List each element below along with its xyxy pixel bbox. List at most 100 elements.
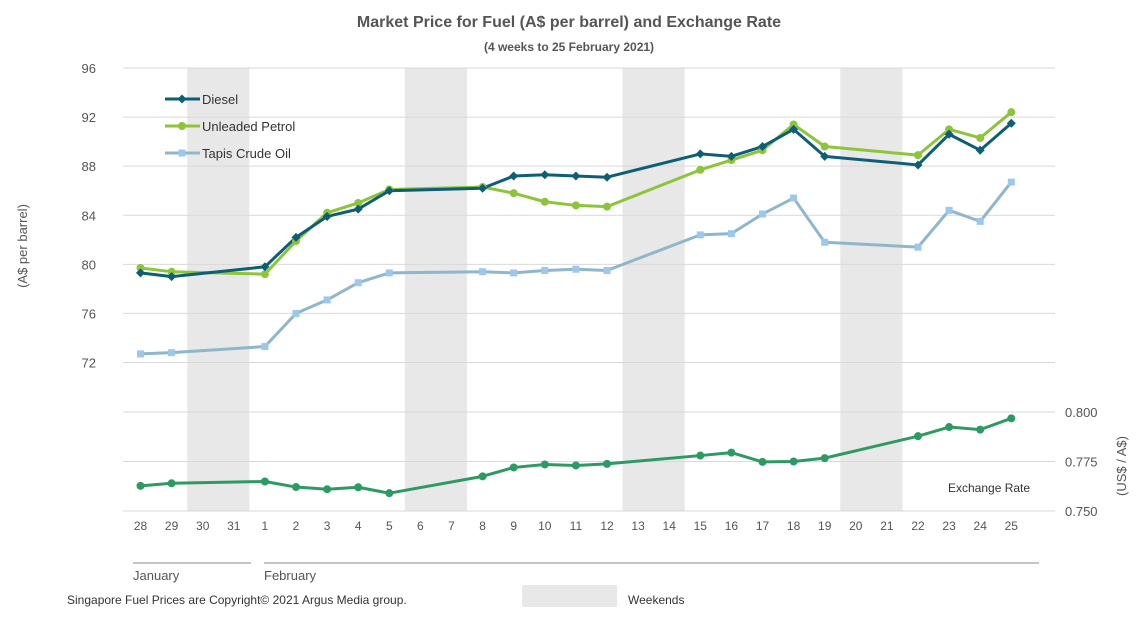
data-point-unleaded-petrol: [354, 198, 363, 207]
data-point-diesel: [602, 172, 612, 182]
x-tick-label: 22: [911, 519, 925, 533]
x-tick-label: 7: [448, 519, 455, 533]
y2-tick-label: 0.750: [1065, 504, 1098, 519]
data-point-exchange-rate: [167, 479, 176, 488]
data-point-unleaded-petrol: [509, 189, 518, 198]
data-point-tapis-crude-oil: [292, 309, 300, 317]
data-point-diesel: [789, 124, 799, 134]
y-tick-label: 84: [82, 208, 96, 223]
weekend-band: [187, 68, 250, 511]
data-point-diesel: [913, 160, 923, 170]
x-tick-label: 20: [849, 519, 863, 533]
x-tick-label: 23: [942, 519, 956, 533]
data-point-tapis-crude-oil: [727, 230, 735, 238]
y-tick-label: 72: [82, 356, 96, 371]
data-point-diesel: [353, 204, 363, 214]
exchange-rate-label: Exchange Rate: [948, 481, 1030, 495]
gridlines: [123, 67, 1055, 512]
data-point-unleaded-petrol: [136, 264, 145, 273]
x-tick-label: 29: [165, 519, 179, 533]
month-label-february: February: [264, 568, 317, 583]
legend-label-petrol: Unleaded Petrol: [202, 119, 295, 134]
data-point-diesel: [540, 170, 550, 180]
data-point-exchange-rate: [820, 454, 829, 463]
data-point-tapis-crude-oil: [541, 266, 549, 274]
data-point-exchange-rate: [136, 481, 145, 490]
data-point-unleaded-petrol: [789, 120, 798, 129]
data-point-tapis-crude-oil: [572, 265, 580, 273]
weekend-band: [840, 68, 903, 511]
x-tick-label: 17: [756, 519, 770, 533]
x-tick-label: 18: [787, 519, 801, 533]
data-point-exchange-rate: [540, 460, 549, 469]
legend-marker-tapis: [178, 149, 186, 157]
x-tick-label: 10: [538, 519, 552, 533]
data-point-exchange-rate: [1007, 414, 1016, 423]
data-point-exchange-rate: [603, 459, 611, 468]
copyright-note: Singapore Fuel Prices are Copyright© 202…: [67, 593, 407, 607]
x-tick-label: 9: [510, 519, 517, 533]
legend-marker-diesel: [177, 94, 187, 104]
data-point-diesel: [291, 232, 301, 242]
data-point-exchange-rate: [323, 485, 332, 494]
x-tick-label: 1: [262, 519, 269, 533]
data-point-unleaded-petrol: [571, 201, 580, 210]
data-point-exchange-rate: [914, 432, 922, 441]
data-point-exchange-rate: [945, 423, 954, 432]
x-tick-label: 30: [196, 519, 210, 533]
data-point-exchange-rate: [696, 451, 705, 460]
month-label-january: January: [133, 568, 180, 583]
data-point-tapis-crude-oil: [510, 269, 518, 277]
data-point-unleaded-petrol: [976, 133, 985, 142]
y2-tick-label: 0.800: [1065, 405, 1098, 420]
data-point-diesel: [322, 211, 332, 221]
data-point-exchange-rate: [758, 457, 767, 466]
data-point-diesel: [167, 272, 177, 282]
legend-marker-petrol: [178, 122, 186, 130]
data-point-unleaded-petrol: [167, 267, 176, 276]
data-point-tapis-crude-oil: [385, 269, 393, 277]
x-tick-label: 31: [227, 519, 241, 533]
legend-label-tapis: Tapis Crude Oil: [202, 146, 291, 161]
chart-title: Market Price for Fuel (A$ per barrel) an…: [357, 14, 781, 31]
data-point-diesel: [136, 268, 145, 278]
weekend-legend-swatch: [522, 585, 617, 607]
data-point-exchange-rate: [385, 489, 394, 498]
data-point-diesel: [384, 186, 394, 196]
data-point-exchange-rate: [789, 457, 798, 466]
y2-axis-label: (US$ / A$): [1114, 436, 1129, 496]
data-point-diesel: [758, 142, 767, 152]
x-tick-label: 4: [355, 519, 362, 533]
x-tick-label: 14: [663, 519, 677, 533]
data-point-unleaded-petrol: [260, 270, 269, 279]
data-point-diesel: [975, 145, 985, 155]
data-point-tapis-crude-oil: [354, 279, 362, 287]
x-tick-label: 25: [1005, 519, 1019, 533]
data-point-diesel: [726, 151, 736, 161]
data-point-exchange-rate: [571, 461, 580, 470]
data-point-tapis-crude-oil: [821, 238, 829, 246]
data-point-tapis-crude-oil: [168, 349, 176, 357]
data-point-unleaded-petrol: [696, 165, 705, 174]
legend: Diesel Unleaded Petrol Tapis Crude Oil: [165, 92, 295, 161]
y2-tick-label: 0.775: [1065, 455, 1098, 470]
data-point-diesel: [571, 171, 581, 181]
y-axis-label: (A$ per barrel): [15, 204, 30, 288]
data-point-unleaded-petrol: [945, 125, 954, 134]
data-point-diesel: [509, 171, 519, 181]
data-point-unleaded-petrol: [1007, 108, 1016, 117]
data-point-unleaded-petrol: [603, 202, 611, 211]
chart-subtitle: (4 weeks to 25 February 2021): [484, 40, 654, 54]
data-point-tapis-crude-oil: [261, 343, 269, 351]
data-point-diesel: [695, 149, 705, 159]
x-tick-label: 5: [386, 519, 393, 533]
y-tick-label: 88: [82, 159, 96, 174]
data-point-tapis-crude-oil: [323, 296, 331, 304]
data-point-exchange-rate: [354, 483, 363, 492]
x-tick-label: 19: [818, 519, 832, 533]
data-point-diesel: [1006, 118, 1016, 128]
data-point-tapis-crude-oil: [696, 231, 704, 239]
data-point-tapis-crude-oil: [1007, 178, 1015, 186]
x-tick-label: 11: [570, 519, 583, 533]
